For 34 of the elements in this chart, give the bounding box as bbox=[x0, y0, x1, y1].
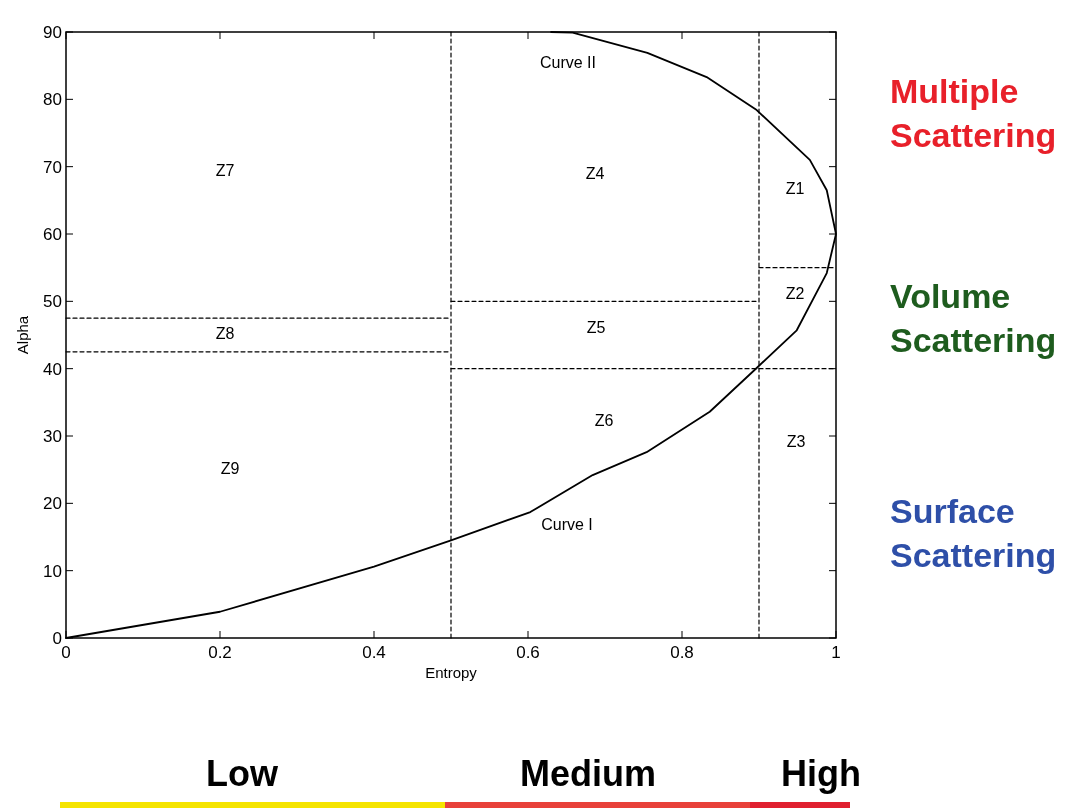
annotation: Curve I bbox=[541, 516, 593, 533]
annotation: Z1 bbox=[785, 180, 805, 197]
text: Low bbox=[206, 753, 279, 794]
annotation: Z3 bbox=[786, 433, 806, 450]
y-tick-label: 80 bbox=[43, 90, 62, 110]
y-tick-label: 30 bbox=[43, 427, 62, 446]
annotation: Z9 bbox=[220, 460, 240, 477]
y-tick-label: 60 bbox=[43, 225, 62, 244]
y-axis-title: Alpha bbox=[14, 315, 31, 355]
x-tick-label: 0.8 bbox=[670, 643, 694, 662]
y-tick-label: 10 bbox=[43, 561, 62, 581]
y-tick-label: 70 bbox=[43, 157, 62, 177]
text: Multiple Scattering bbox=[890, 72, 1057, 154]
y-tick-label: 50 bbox=[43, 292, 62, 312]
annotation: Z5 bbox=[586, 319, 606, 336]
text: High bbox=[781, 753, 861, 794]
annotation: Curve II bbox=[539, 54, 597, 71]
annotation: Z2 bbox=[785, 285, 805, 302]
text: Volume Scattering bbox=[890, 277, 1057, 359]
y-tick-label: 90 bbox=[43, 23, 62, 42]
x-tick-label: 1 bbox=[831, 643, 841, 662]
y-tick-label: 40 bbox=[43, 359, 62, 379]
y-tick-label: 0 bbox=[52, 629, 62, 648]
text: Medium bbox=[519, 753, 657, 794]
annotation: Z8 bbox=[215, 325, 235, 342]
x-tick-label: 0.4 bbox=[362, 643, 386, 662]
x-tick-label: 0.6 bbox=[516, 643, 540, 662]
x-tick-label: 0.2 bbox=[208, 643, 232, 662]
text: Surface Scattering bbox=[890, 492, 1057, 574]
annotation: Z7 bbox=[215, 162, 235, 179]
x-axis-title: Entropy bbox=[425, 664, 478, 681]
annotation: Z4 bbox=[585, 165, 605, 182]
y-tick-label: 20 bbox=[43, 494, 62, 514]
annotation: Z6 bbox=[594, 412, 614, 429]
